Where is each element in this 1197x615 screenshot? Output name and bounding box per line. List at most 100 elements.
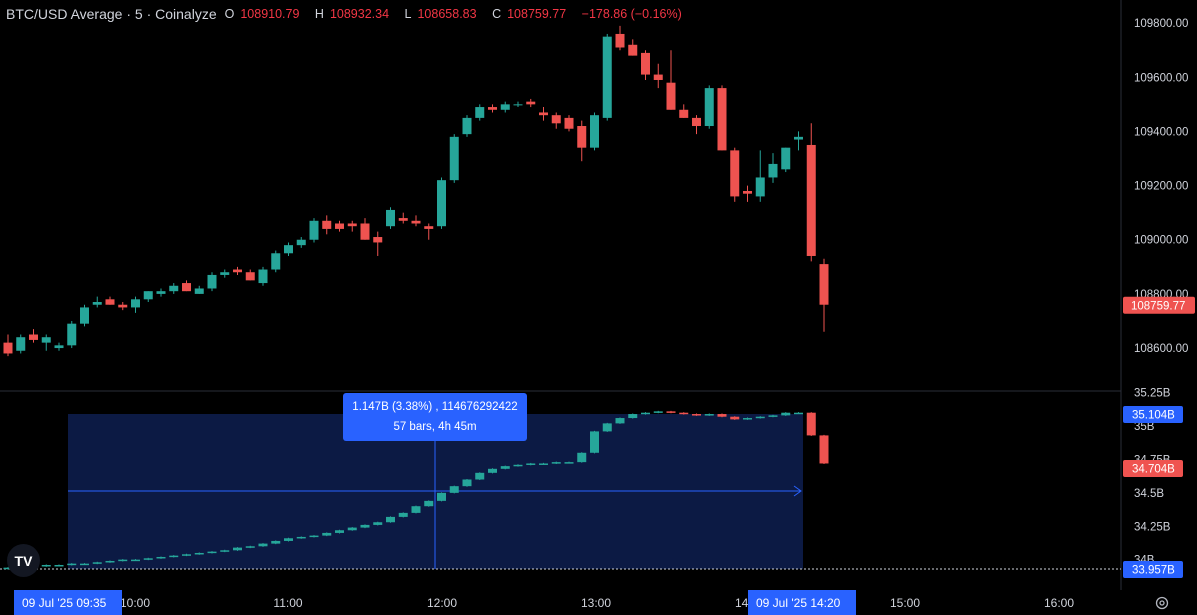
- price-candle: [437, 177, 446, 229]
- indicator-candle: [131, 559, 140, 562]
- price-candle: [386, 207, 395, 229]
- range-end-label: 09 Jul '25 14:20: [748, 590, 856, 615]
- indicator-axis-tick: 35B: [1134, 421, 1155, 433]
- indicator-candle: [781, 412, 791, 416]
- indicator-candle: [602, 422, 612, 432]
- indicator-candles: [3, 410, 829, 570]
- indicator-candle: [194, 552, 204, 555]
- indicator-candle: [717, 413, 727, 418]
- price-candle: [296, 237, 306, 248]
- indicator-candle: [615, 417, 625, 424]
- ohlc-open-value: 108910.79: [240, 7, 300, 21]
- indicator-candle: [105, 560, 115, 563]
- price-candle: [475, 104, 485, 121]
- indicator-value-label: 34.704B: [1123, 460, 1183, 477]
- price-candle: [551, 112, 561, 129]
- price-candle: [156, 288, 166, 297]
- indicator-candle: [398, 512, 408, 518]
- price-candle: [182, 280, 191, 292]
- price-candle: [666, 50, 676, 110]
- chart-legend: BTC/USD Average · 5 · Coinalyze O 108910.…: [6, 6, 688, 22]
- indicator-candle: [666, 410, 676, 414]
- indicator-candle: [156, 556, 166, 559]
- price-candle: [411, 215, 421, 227]
- price-candle: [768, 153, 778, 183]
- indicator-axis: 35.25B35B34.75B34.5B34.25B34B35.104B34.7…: [1123, 388, 1183, 578]
- price-candle: [373, 231, 383, 256]
- price-candle: [781, 147, 791, 173]
- price-candle: [67, 320, 77, 349]
- price-candle: [462, 115, 472, 137]
- ohlc-low-value: 108658.83: [417, 7, 477, 21]
- ohlc-open: O 108910.79: [224, 7, 300, 21]
- indicator-value-label: 33.957B: [1123, 561, 1183, 578]
- price-candle: [806, 123, 816, 262]
- price-candle: [284, 242, 293, 256]
- tradingview-logo-icon[interactable]: TV: [7, 544, 40, 577]
- price-candle: [590, 112, 599, 151]
- svg-text:34.704B: 34.704B: [1132, 464, 1175, 476]
- indicator-candle: [475, 472, 485, 481]
- indicator-candle: [258, 543, 268, 547]
- indicator-candle: [488, 468, 497, 474]
- price-candle: [194, 285, 204, 294]
- price-axis-tick: 109000.00: [1134, 235, 1188, 247]
- time-axis-tick: 15:00: [890, 596, 920, 610]
- indicator-candle: [743, 417, 752, 420]
- ohlc-close: C 108759.77: [492, 7, 567, 21]
- price-candle: [169, 283, 179, 294]
- price-candle: [92, 296, 102, 308]
- indicator-candle: [692, 413, 701, 416]
- indicator-candle: [41, 564, 51, 567]
- price-candle: [245, 269, 255, 281]
- symbol-title[interactable]: BTC/USD Average · 5 · Coinalyze: [6, 6, 217, 22]
- indicator-candle: [67, 563, 77, 566]
- price-candle: [16, 334, 26, 354]
- indicator-candle: [322, 532, 332, 537]
- ohlc-high: H 108932.34: [314, 7, 390, 21]
- settings-icon[interactable]: [1154, 595, 1170, 611]
- indicator-candle: [653, 410, 663, 414]
- indicator-candle: [309, 535, 319, 538]
- time-axis-tick: 12:00: [427, 596, 457, 610]
- price-candle: [819, 258, 829, 332]
- price-candle: [500, 101, 510, 113]
- svg-text:33.957B: 33.957B: [1132, 565, 1175, 577]
- price-candle: [615, 25, 625, 51]
- indicator-candle: [704, 413, 714, 416]
- price-axis: 109800.00 109600.00 109400.00 109200.00 1090…: [1123, 18, 1195, 355]
- measure-arrow-head-icon: [793, 485, 802, 497]
- indicator-candle: [92, 561, 102, 565]
- indicator-candle: [220, 549, 230, 553]
- indicator-candle: [80, 563, 89, 566]
- indicator-candle: [271, 540, 281, 545]
- indicator-candle: [628, 413, 638, 419]
- ohlc-change: −178.86 (−0.16%): [581, 7, 682, 21]
- indicator-candle: [386, 516, 395, 523]
- indicator-candle: [335, 529, 344, 534]
- time-axis-tick: 16:00: [1044, 596, 1074, 610]
- indicator-candle: [590, 430, 599, 454]
- indicator-candle: [207, 551, 217, 554]
- price-candle: [54, 342, 64, 351]
- price-candle: [258, 266, 268, 286]
- ohlc-low: L 108658.83: [404, 7, 477, 21]
- indicator-candle: [730, 416, 740, 420]
- indicator-candle: [143, 557, 153, 561]
- price-candle: [488, 104, 497, 113]
- ohlc-close-value: 108759.77: [507, 7, 567, 21]
- price-candle: [207, 272, 217, 292]
- ohlc-high-value: 108932.34: [329, 7, 390, 21]
- price-candle: [679, 104, 689, 118]
- price-candle: [743, 185, 752, 202]
- price-candles: [3, 25, 829, 357]
- price-axis-tick: 108600.00: [1134, 343, 1188, 355]
- indicator-candle: [564, 461, 574, 464]
- price-candle: [730, 147, 740, 202]
- price-candle: [602, 33, 612, 121]
- indicator-candle: [245, 545, 255, 549]
- price-candle: [29, 329, 38, 343]
- indicator-candle: [296, 536, 306, 539]
- price-candle: [360, 218, 370, 240]
